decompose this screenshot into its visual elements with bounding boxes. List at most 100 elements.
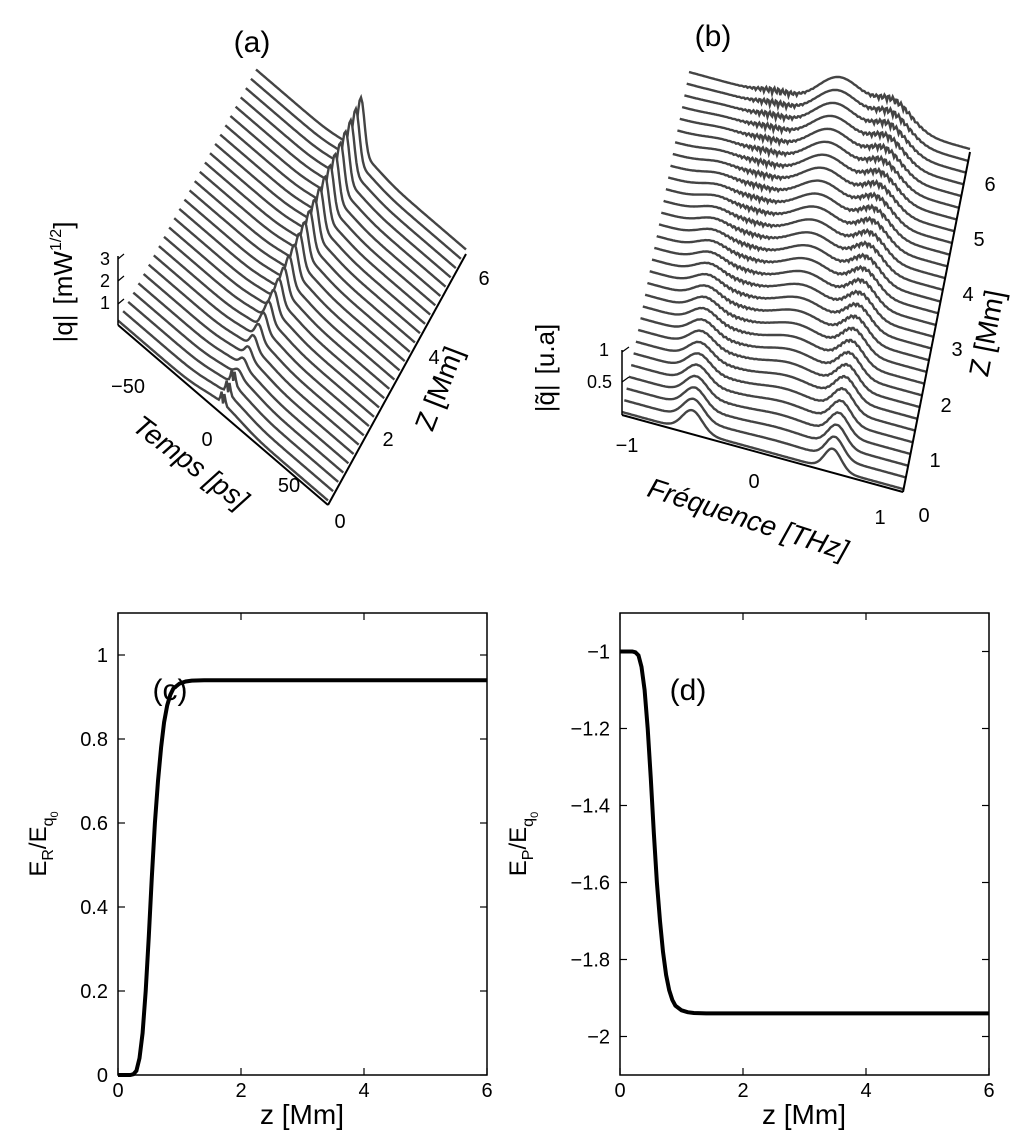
svg-text:|q|[mW1/2]: |q| [mW1/2]: [48, 222, 78, 343]
panel-d-ytick-label-2: −1.6: [571, 873, 610, 895]
panel-a-trace-2: [127, 300, 339, 483]
panel-a-zlabel-main: |q|: [48, 314, 78, 342]
panel-b-z-tick-0: 0: [918, 505, 929, 527]
panel-b: (b) 0.5 1 −1 0 1 0 1 2 3 4 5 6 Fréquence…: [530, 20, 1010, 566]
panel-a-zlabel-unit: [mW: [48, 251, 78, 305]
panel-c-ytick-label-1: 0.2: [80, 981, 108, 1003]
panel-c-xtick-label-2: 4: [358, 1080, 369, 1102]
panel-c-axes-box: [117, 612, 488, 1076]
panel-a-z-tick-6: 6: [478, 268, 489, 290]
panel-a-amp-tick-1: 1: [100, 293, 110, 313]
panel-c-xtick-label-0: 0: [112, 1080, 123, 1102]
panel-c-curve: [118, 678, 487, 1077]
panel-a-ylabel: Z [Mm]: [409, 342, 469, 434]
panel-d: 0 2 4 6 −2 −1.8 −1.6 −1.4 −1.2 −1 (d) z [Mm] EP/E…: [505, 612, 995, 1130]
panel-a-trace-21: [224, 124, 437, 307]
panel-b-freq-tick-1: 1: [874, 507, 885, 529]
panel-a-z-ticks: 0 2 4 6: [334, 268, 489, 533]
panel-d-ticks: 0 2 4 6 −2 −1.8 −1.6 −1.4 −1.2 −1: [571, 613, 995, 1102]
panel-c-xtick-label-3: 6: [481, 1080, 492, 1102]
panel-d-ylabel-sep: /E: [505, 827, 532, 850]
panel-b-z-tick-6: 6: [984, 174, 995, 196]
panel-a-z-tick-0: 0: [334, 511, 345, 533]
panel-c-ylabel-sub2: q: [40, 817, 57, 826]
panel-c-ylabel: ER/Eq0: [25, 811, 61, 876]
panel-d-ylabel-main: E: [505, 860, 532, 876]
panel-d-xtick-label-3: 6: [983, 1080, 994, 1102]
panel-b-zlabel: |q̃| [u.a]: [530, 324, 560, 413]
panel-a-trace-4: [137, 282, 350, 465]
panel-c-xtick-label-1: 2: [235, 1080, 246, 1102]
panel-b-z-tick-1: 1: [929, 450, 940, 472]
panel-b-traces: [621, 70, 971, 491]
panel-b-amp-ticks: 0.5 1: [587, 340, 630, 392]
panel-b-z-tick-2: 2: [940, 395, 951, 417]
panel-b-label: (b): [695, 20, 732, 53]
panel-a-trace-3: [132, 291, 345, 474]
panel-b-trace-0: [621, 408, 904, 491]
panel-d-ylabel: EP/Eq0: [505, 812, 541, 876]
panel-b-z-ticks: 0 1 2 3 4 5 6: [918, 174, 995, 527]
panel-a-z-axis: [327, 253, 467, 506]
panel-a-z-tick-2: 2: [382, 429, 393, 451]
panel-c-ytick-label-2: 0.4: [80, 897, 108, 919]
panel-a-time-tick-neg50: −50: [111, 376, 145, 398]
panel-d-ytick-label-4: −1.2: [571, 719, 610, 741]
panel-b-zlabel-unit: [u.a]: [530, 324, 560, 375]
svg-text:|q̃|[u.a]: |q̃| [u.a]: [530, 324, 560, 413]
panel-c-ylabel-main: E: [25, 861, 52, 877]
panel-c-ticks: 0 2 4 6 0 0.2 0.4 0.6 0.8 1: [80, 613, 493, 1102]
panel-d-ylabel-sub2: q: [520, 818, 537, 827]
panel-b-zlabel-main: |q̃|: [530, 384, 560, 412]
panel-a-trace-1: [122, 310, 334, 493]
panel-d-curve: [620, 649, 989, 1016]
panel-b-trace-25: [679, 117, 962, 198]
panel-a-label: (a): [234, 26, 271, 59]
panel-a-traces: [117, 68, 467, 502]
panel-a-amp-tick-3: 3: [100, 249, 110, 269]
panel-a-trace-7: [153, 254, 365, 437]
panel-b-amp-tick-05: 0.5: [587, 372, 612, 392]
panel-d-xtick-label-0: 0: [614, 1080, 625, 1102]
panel-a-time-axis: [117, 324, 329, 506]
panel-d-axes-box: [619, 612, 990, 1076]
panel-b-z-tick-3: 3: [951, 339, 962, 361]
panel-a: (a) 1 2 3 −50 0 50 0 2 4 6 Temps [ps]: [48, 26, 490, 533]
svg-text:EP/Eq0: EP/Eq0: [505, 812, 541, 876]
panel-a-trace-0: [117, 319, 329, 502]
panel-d-xtick-label-1: 2: [737, 1080, 748, 1102]
panel-c-ylabel-sub1: R: [40, 849, 57, 861]
panel-c-label: (c): [153, 674, 188, 707]
panel-a-zlabel: |q| [mW1/2]: [48, 222, 78, 343]
panel-a-zlabel-exp: 1/2: [48, 229, 65, 251]
panel-a-trace-6: [147, 263, 360, 446]
panel-d-ylabel-sub1: P: [520, 850, 537, 861]
panel-b-z-tick-4: 4: [962, 284, 973, 306]
panel-b-z-tick-5: 5: [973, 229, 984, 251]
panel-c-ytick-label-0: 0: [97, 1065, 108, 1087]
panel-d-ytick-label-1: −1.8: [571, 950, 610, 972]
panel-a-time-tick-50: 50: [278, 475, 300, 497]
panel-d-ytick-label-5: −1: [587, 642, 610, 664]
panel-a-amp-tick-2: 2: [100, 271, 110, 291]
panel-d-ytick-label-0: −2: [587, 1027, 610, 1049]
panel-d-ylabel-sub3: 0: [529, 812, 541, 818]
panel-d-ytick-label-3: −1.4: [571, 796, 610, 818]
panel-a-time-ticks: −50 0 50: [111, 376, 300, 497]
panel-a-amp-ticks: 1 2 3: [100, 249, 125, 313]
panel-a-trace-5: [142, 273, 355, 455]
panel-c-xlabel: z [Mm]: [260, 1099, 344, 1130]
panel-c-ytick-label-3: 0.6: [80, 813, 108, 835]
panel-a-trace-25: [245, 87, 457, 270]
panel-a-trace-12: [178, 207, 391, 390]
panel-b-freq-tick-0: 0: [748, 471, 759, 493]
panel-a-zlabel-close: ]: [48, 222, 78, 229]
panel-c-ylabel-sub3: 0: [49, 811, 61, 817]
panel-a-trace-26: [250, 77, 462, 260]
panel-a-time-tick-0: 0: [201, 429, 212, 451]
panel-c: 0 2 4 600.20.40.60.81 (c) z [Mm] ER/Eq0: [25, 612, 493, 1130]
panel-d-xlabel: z [Mm]: [762, 1099, 846, 1130]
panel-b-freq-tick-neg1: −1: [616, 435, 639, 457]
panel-c-ylabel-sep: /E: [25, 826, 52, 849]
